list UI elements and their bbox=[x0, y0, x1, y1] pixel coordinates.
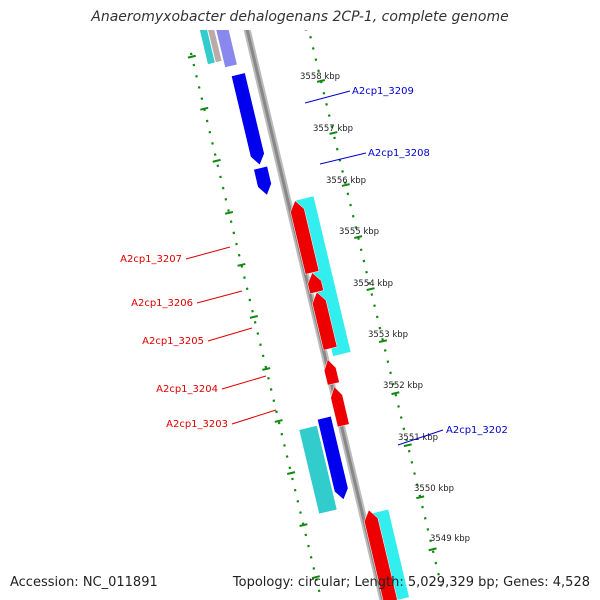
leader-line bbox=[196, 290, 243, 304]
leader-line bbox=[319, 152, 367, 165]
gene-label: A2cp1_3206 bbox=[131, 298, 193, 309]
cds-band bbox=[199, 30, 215, 65]
gene-arrow-a2cp1-3203 bbox=[330, 386, 350, 428]
ruler-label: 3558 kbp bbox=[300, 72, 340, 82]
ruler-label: 3549 kbp bbox=[430, 534, 470, 544]
map-title: Anaeromyxobacter dehalogenans 2CP-1, com… bbox=[91, 9, 509, 25]
leader-line bbox=[207, 327, 253, 342]
gene-label: A2cp1_3209 bbox=[352, 86, 414, 97]
leader-line bbox=[397, 429, 444, 446]
ruler-label: 3550 kbp bbox=[414, 484, 454, 494]
ruler-label: 3555 kbp bbox=[339, 227, 379, 237]
backbone bbox=[245, 30, 385, 600]
ruler-label: 3553 kbp bbox=[368, 330, 408, 340]
ruler-inner-dots bbox=[304, 30, 443, 587]
gene-arrow bbox=[216, 30, 237, 68]
gene-arrow-a2cp1-3209 bbox=[231, 72, 265, 166]
gene-arrow-a2cp1-3204 bbox=[323, 359, 340, 386]
gene-arrow-a2cp1-3202 bbox=[317, 415, 349, 501]
gene-label: A2cp1_3208 bbox=[368, 148, 430, 159]
cds-band bbox=[299, 425, 337, 514]
gene-label: A2cp1_3202 bbox=[446, 425, 508, 436]
gene-arrow bbox=[256, 0, 270, 16]
gene-arrow bbox=[364, 509, 398, 600]
leader-line bbox=[231, 409, 277, 425]
gene-arrow-a2cp1-3205 bbox=[312, 291, 338, 351]
gene-label: A2cp1_3204 bbox=[156, 384, 218, 395]
genome-summary-text: Topology: circular; Length: 5,029,329 bp… bbox=[232, 575, 590, 590]
gene-arrow-a2cp1-3208 bbox=[253, 165, 272, 196]
ruler-label: 3556 kbp bbox=[326, 176, 366, 186]
ruler-outer-dots bbox=[187, 52, 321, 593]
leader-line bbox=[304, 90, 351, 104]
gene-label: A2cp1_3203 bbox=[166, 419, 228, 430]
leader-line bbox=[221, 375, 267, 390]
ruler-label: 3557 kbp bbox=[313, 124, 353, 134]
gene-label: A2cp1_3205 bbox=[142, 336, 204, 347]
gene-label: A2cp1_3207 bbox=[120, 254, 182, 265]
leader-line bbox=[185, 246, 231, 260]
accession-text: Accession: NC_011891 bbox=[10, 575, 158, 590]
ruler-label: 3552 kbp bbox=[383, 381, 423, 391]
gene-arrow bbox=[208, 30, 222, 63]
ruler-label: 3554 kbp bbox=[353, 279, 393, 289]
